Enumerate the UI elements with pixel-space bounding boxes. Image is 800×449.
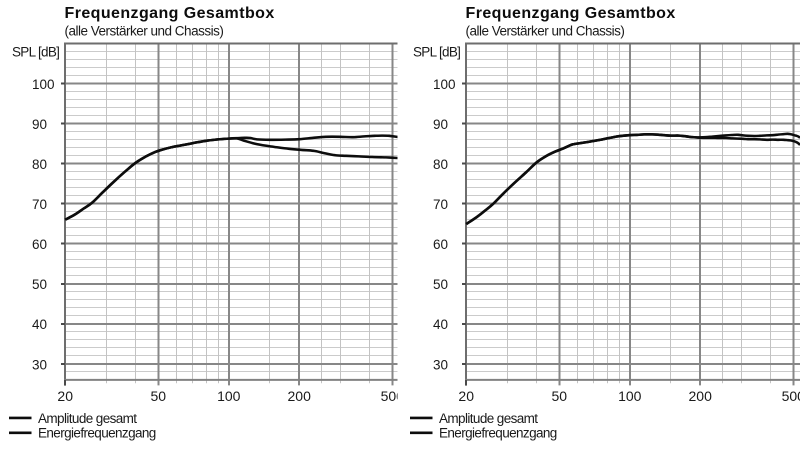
svg-text:200: 200 <box>288 388 312 404</box>
svg-text:80: 80 <box>32 157 47 172</box>
svg-text:50: 50 <box>552 388 568 404</box>
svg-text:100: 100 <box>433 77 456 92</box>
svg-text:100: 100 <box>217 388 241 404</box>
svg-text:Frequenzgang Gesamtbox: Frequenzgang Gesamtbox <box>466 5 676 22</box>
svg-text:100: 100 <box>32 77 55 92</box>
svg-text:90: 90 <box>32 117 47 132</box>
svg-text:70: 70 <box>32 197 47 212</box>
svg-text:500: 500 <box>782 388 800 404</box>
svg-text:50: 50 <box>32 277 47 292</box>
svg-text:200: 200 <box>689 388 713 404</box>
svg-text:90: 90 <box>433 117 448 132</box>
svg-text:100: 100 <box>618 388 642 404</box>
svg-text:50: 50 <box>151 388 167 404</box>
svg-text:60: 60 <box>433 237 448 252</box>
svg-text:Frequenzgang Gesamtbox: Frequenzgang Gesamtbox <box>65 5 275 22</box>
svg-text:40: 40 <box>32 317 47 332</box>
svg-text:20: 20 <box>57 388 73 404</box>
svg-text:30: 30 <box>32 357 47 372</box>
svg-text:SPL [dB]: SPL [dB] <box>413 44 460 59</box>
svg-text:80: 80 <box>433 157 448 172</box>
svg-text:70: 70 <box>433 197 448 212</box>
svg-text:500: 500 <box>381 388 405 404</box>
svg-text:(alle Verstärker und Chassis): (alle Verstärker und Chassis) <box>466 23 625 38</box>
svg-text:60: 60 <box>32 237 47 252</box>
svg-text:20: 20 <box>458 388 474 404</box>
svg-text:SPL [dB]: SPL [dB] <box>12 44 59 59</box>
svg-text:40: 40 <box>433 317 448 332</box>
svg-text:Amplitude gesamt: Amplitude gesamt <box>439 411 538 426</box>
svg-text:50: 50 <box>433 277 448 292</box>
svg-text:Energiefrequenzgang: Energiefrequenzgang <box>38 426 156 441</box>
svg-text:30: 30 <box>433 357 448 372</box>
svg-text:(alle Verstärker und Chassis): (alle Verstärker und Chassis) <box>65 23 224 38</box>
svg-text:Amplitude gesamt: Amplitude gesamt <box>38 411 137 426</box>
svg-text:Energiefrequenzgang: Energiefrequenzgang <box>439 426 557 441</box>
